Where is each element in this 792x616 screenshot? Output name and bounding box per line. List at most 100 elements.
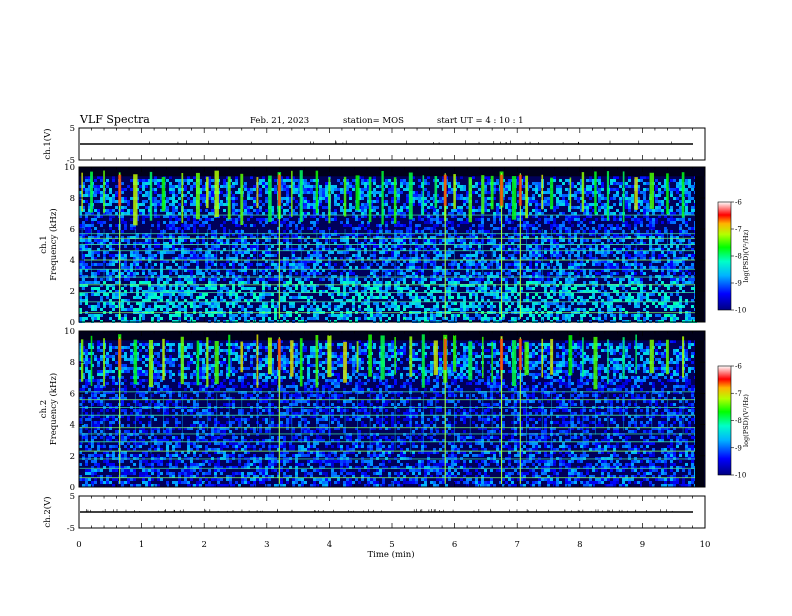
ch1-spectrogram-cell xyxy=(583,263,586,266)
ch1-spectrogram-cell xyxy=(508,185,511,188)
ch1-spectrogram-cell xyxy=(229,272,232,275)
ch1-spectrogram-cell xyxy=(625,224,628,227)
ch1-spectrogram-cell xyxy=(343,302,346,305)
ch1-spectrogram-cell xyxy=(478,182,481,185)
ch1-spectrogram-cell xyxy=(502,245,505,248)
ch1-spectrogram-cell xyxy=(478,194,481,197)
ch1-spectrogram-cell xyxy=(112,263,115,266)
ch1-spectrogram-cell xyxy=(211,281,214,284)
ch1-spectrogram-cell xyxy=(460,296,463,299)
ch1-spectrogram-cell xyxy=(319,194,322,197)
ch1-spectrogram-cell xyxy=(478,209,481,212)
ch1-spectrogram-cell xyxy=(616,227,619,230)
ch1-spectrogram-cell xyxy=(505,218,508,221)
ch1-spectrogram-cell xyxy=(643,296,646,299)
ch1-spectrogram-cell xyxy=(676,197,679,200)
ch1-spectrogram-cell xyxy=(130,209,133,212)
ch1-spectrogram-cell xyxy=(586,209,589,212)
ch1-spectrogram-cell xyxy=(109,227,112,230)
ch1-spectrogram-cell xyxy=(508,212,511,215)
ch1-spectrogram-cell xyxy=(289,278,292,281)
ch1-spectrogram-cell xyxy=(319,251,322,254)
ch1-spectrogram-cell xyxy=(430,230,433,233)
ch1-spectrogram-cell xyxy=(208,266,211,269)
ch1-spectrogram-cell xyxy=(364,185,367,188)
ch1-spectrogram-cell xyxy=(565,194,568,197)
ch1-spectrogram-cell xyxy=(106,239,109,242)
ch1-spectrogram-cell xyxy=(655,197,658,200)
ch1-spectrogram-cell xyxy=(631,281,634,284)
ch1-spectrogram-cell xyxy=(319,191,322,194)
ch1-spectrogram-cell xyxy=(631,275,634,278)
ch1-spectrogram-cell xyxy=(577,251,580,254)
ch1-spectrogram-cell xyxy=(448,296,451,299)
ch1-spectrogram-cell xyxy=(547,275,550,278)
ch1-spectrogram-cell xyxy=(532,182,535,185)
ch1-spectrogram-cell xyxy=(583,272,586,275)
ch1-spectrogram-cell xyxy=(523,272,526,275)
ch1-spectrogram-cell xyxy=(298,296,301,299)
ch1-spectrogram-cell xyxy=(199,293,202,296)
ch1-spectrogram-cell xyxy=(583,302,586,305)
ch1-spectrogram-cell xyxy=(370,296,373,299)
ch1-spectrogram-cell xyxy=(139,281,142,284)
ch1-spectrogram-cell xyxy=(235,224,238,227)
ch1-spectrogram-cell xyxy=(310,206,313,209)
ch1-spectrogram-cell xyxy=(289,287,292,290)
ch1-spectrogram-cell xyxy=(577,275,580,278)
ch1-spectrogram-cell xyxy=(610,212,613,215)
ch1-spectrogram-cell xyxy=(97,251,100,254)
ch1-spectrogram-cell xyxy=(166,209,169,212)
ch1-spectrogram-cell xyxy=(175,230,178,233)
ch1-spectrogram-cell xyxy=(259,179,262,182)
ch1-spectrogram-cell xyxy=(310,227,313,230)
ch1-spectrogram-cell xyxy=(169,182,172,185)
ch1-spectrogram-cell xyxy=(583,251,586,254)
ch1-spectrogram-cell xyxy=(451,227,454,230)
ch1-spectrogram-cell xyxy=(115,212,118,215)
ch1-spectrogram-cell xyxy=(346,293,349,296)
ch1-spectrogram-cell xyxy=(343,224,346,227)
ch1-spectrogram-cell xyxy=(226,287,229,290)
ch1-spectrogram-cell xyxy=(484,281,487,284)
ch1-spectrogram-cell xyxy=(283,188,286,191)
ch1-spectrogram-cell xyxy=(235,251,238,254)
ch1-spectrogram-cell xyxy=(514,266,517,269)
ch1-spectrogram-cell xyxy=(577,224,580,227)
ch1-spectrogram-cell xyxy=(400,191,403,194)
ch1-spectrogram-cell xyxy=(604,302,607,305)
ch1-spectrogram-cell xyxy=(436,251,439,254)
ch1-spectrogram-cell xyxy=(94,218,97,221)
ch1-spectrogram-cell xyxy=(193,218,196,221)
ch1-spectrogram-cell xyxy=(676,281,679,284)
ch1-spectrogram-cell xyxy=(652,212,655,215)
ch1-spectrogram-cell xyxy=(604,254,607,257)
ch1-spectrogram-cell xyxy=(541,212,544,215)
ch1-spectrogram-cell xyxy=(169,296,172,299)
ch1-spectrogram-cell xyxy=(418,185,421,188)
ch1-spectrogram-cell xyxy=(661,266,664,269)
ch1-spectrogram-cell xyxy=(397,194,400,197)
ch1-spectrogram-cell xyxy=(124,188,127,191)
ch1-spectrogram-cell xyxy=(166,305,169,308)
ch1-spectrogram-cell xyxy=(508,263,511,266)
ch1-spectrogram-cell xyxy=(505,302,508,305)
ch1-spectrogram-cell xyxy=(517,212,520,215)
ch1-spectrogram-cell xyxy=(217,305,220,308)
ch1-spectrogram-cell xyxy=(364,302,367,305)
ch1-spectrogram-cell xyxy=(592,275,595,278)
ch1-spectrogram-cell xyxy=(385,227,388,230)
ch1-spectrogram-cell xyxy=(616,293,619,296)
ch1-spectrogram-cell xyxy=(589,245,592,248)
ch1-spectrogram-cell xyxy=(487,272,490,275)
ch1-spectrogram-cell xyxy=(223,209,226,212)
ch1-spectrogram-cell xyxy=(103,251,106,254)
ch1-spectrogram-cell xyxy=(148,239,151,242)
ch1-spectrogram-cell xyxy=(430,275,433,278)
ch1-spectrogram-cell xyxy=(472,263,475,266)
ch1-spectrogram-cell xyxy=(586,239,589,242)
ch1-spectrogram-cell xyxy=(265,191,268,194)
ch1-spectrogram-cell xyxy=(304,239,307,242)
ch1-spectrogram-cell xyxy=(184,260,187,263)
